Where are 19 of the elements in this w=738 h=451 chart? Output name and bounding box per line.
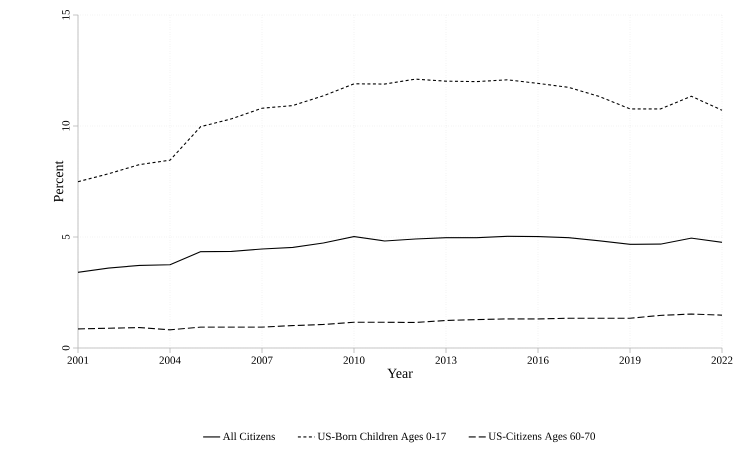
y-tick-label: 0 <box>62 346 70 350</box>
y-tick-label: 5 <box>62 234 70 240</box>
y-tick-label: 15 <box>62 10 70 20</box>
x-tick-label: 2016 <box>528 356 549 364</box>
x-tick-label: 2004 <box>160 356 181 364</box>
x-tick-label: 2022 <box>712 356 732 364</box>
line-series <box>77 236 723 273</box>
x-axis-title: Year <box>387 368 413 378</box>
x-tick-label: 2007 <box>252 356 273 364</box>
x-tick-label: 2010 <box>344 356 365 364</box>
legend-label: All Citizens <box>222 432 275 440</box>
y-tick-label: 10 <box>62 120 70 131</box>
x-tick-label: 2019 <box>620 356 641 364</box>
line-series <box>77 78 723 182</box>
x-tick-label: 2013 <box>436 356 457 364</box>
legend-label: US-Born Children Ages 0-17 <box>318 432 446 442</box>
y-axis-title: Percent <box>54 160 64 202</box>
legend-label: US-Citizens Ages 60-70 <box>488 432 596 442</box>
x-tick-label: 2001 <box>68 356 88 364</box>
